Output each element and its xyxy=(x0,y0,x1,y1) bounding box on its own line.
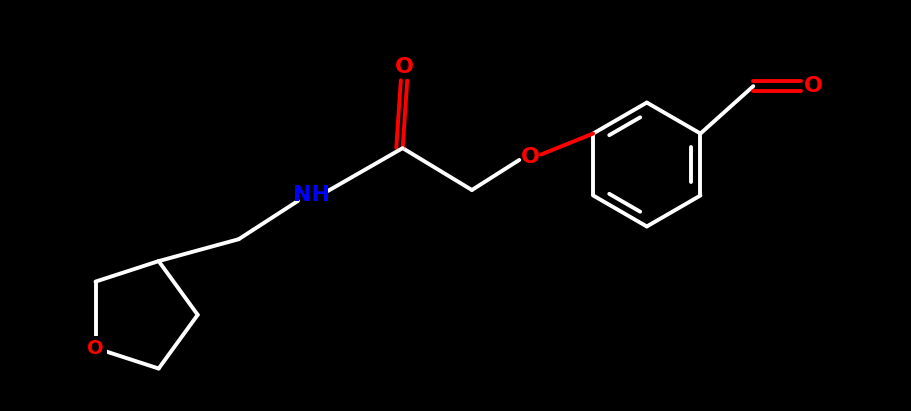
Text: O: O xyxy=(804,76,823,96)
Text: NH: NH xyxy=(293,185,330,206)
Text: O: O xyxy=(395,57,414,77)
Text: O: O xyxy=(521,147,539,167)
Text: O: O xyxy=(87,339,104,358)
